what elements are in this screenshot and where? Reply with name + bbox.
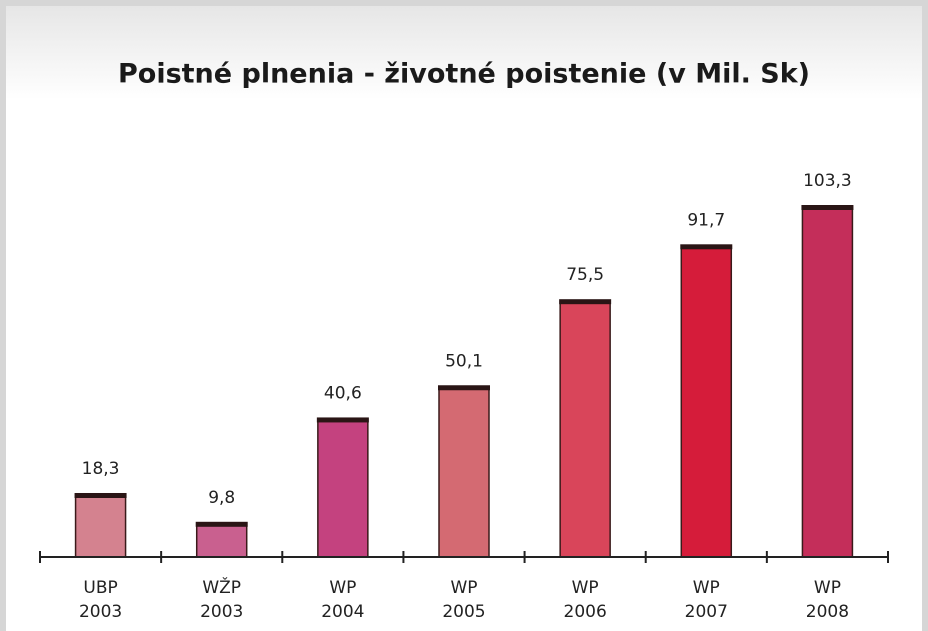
x-tick-label: 2003: [200, 602, 243, 622]
value-label: 40,6: [324, 383, 362, 403]
bar-cap: [195, 521, 248, 527]
x-tick-label: WP: [693, 578, 720, 598]
bar: [317, 418, 369, 558]
value-label: 75,5: [566, 265, 604, 285]
value-label: 50,1: [445, 351, 483, 371]
value-label: 9,8: [208, 488, 235, 508]
bar: [74, 494, 127, 558]
bar-cap: [438, 385, 490, 391]
x-tick-label: 2008: [806, 602, 849, 622]
bar: [559, 300, 611, 558]
x-tick-label: WP: [450, 578, 477, 598]
x-tick-label: 2007: [685, 602, 728, 622]
bar: [680, 245, 733, 558]
x-tick-label: UBP: [83, 578, 117, 598]
value-label: 91,7: [687, 210, 725, 230]
x-tick-label: WP: [814, 578, 841, 598]
x-tick-label: WP: [572, 578, 599, 598]
bar-cap: [316, 417, 369, 423]
x-tick-label: WŽP: [202, 576, 241, 598]
x-tick-label: 2005: [442, 602, 485, 622]
bar-cap: [801, 205, 854, 210]
bar-cap: [74, 492, 127, 498]
bar-cap: [559, 299, 612, 305]
x-tick-label: 2006: [564, 602, 607, 622]
bar-cap: [680, 244, 733, 250]
chart-title: Poistné plnenia - životné poistenie (v M…: [118, 59, 810, 90]
x-tick-label: 2004: [321, 602, 364, 622]
bar: [801, 206, 854, 558]
x-tick-label: 2003: [79, 602, 122, 622]
value-label: 18,3: [82, 459, 120, 479]
x-tick-label: WP: [329, 578, 356, 598]
value-label: 103,3: [803, 171, 852, 191]
bar: [438, 386, 490, 558]
bar: [195, 523, 248, 558]
